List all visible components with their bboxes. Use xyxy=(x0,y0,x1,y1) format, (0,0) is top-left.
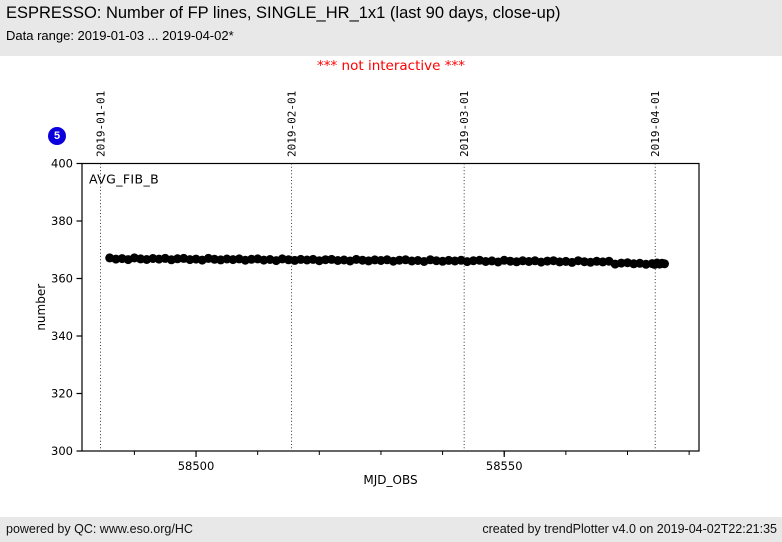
x-tick-label: 58550 xyxy=(486,459,523,473)
footer-powered-by: powered by QC: www.eso.org/HC xyxy=(6,522,193,536)
top-axis-date-label: 2019-02-01 xyxy=(286,91,299,157)
data-point xyxy=(660,259,669,269)
header: ESPRESSO: Number of FP lines, SINGLE_HR_… xyxy=(0,0,782,56)
y-tick-label: 380 xyxy=(51,214,73,228)
y-tick-label: 320 xyxy=(51,387,73,401)
footer: powered by QC: www.eso.org/HC created by… xyxy=(0,517,782,542)
y-tick-label: 340 xyxy=(51,329,73,343)
top-axis-date-label: 2019-01-01 xyxy=(94,91,107,157)
top-axis-date-label: 2019-04-01 xyxy=(649,91,662,157)
not-interactive-note: *** not interactive *** xyxy=(317,58,465,74)
y-axis-title: number xyxy=(34,284,48,331)
y-tick-label: 300 xyxy=(51,444,73,458)
y-tick-label: 360 xyxy=(51,272,73,286)
series-annotation: AVG_FIB_B xyxy=(89,172,159,187)
top-axis-date-label: 2019-03-01 xyxy=(458,91,471,157)
y-tick-label: 400 xyxy=(51,157,73,171)
plot-number-badge[interactable]: 5 xyxy=(48,127,66,145)
footer-created-by: created by trendPlotter v4.0 on 2019-04-… xyxy=(482,522,777,536)
x-axis-title: MJD_OBS xyxy=(363,473,417,487)
page-title: ESPRESSO: Number of FP lines, SINGLE_HR_… xyxy=(6,4,561,22)
plot-border xyxy=(81,162,700,452)
data-range-subtitle: Data range: 2019-01-03 ... 2019-04-02* xyxy=(6,28,234,43)
x-tick-label: 58500 xyxy=(178,459,215,473)
